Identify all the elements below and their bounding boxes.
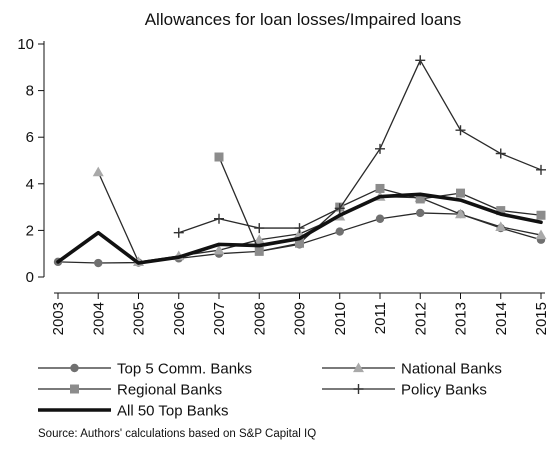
series-line <box>56 192 543 265</box>
data-point <box>496 206 506 216</box>
data-point <box>213 244 225 255</box>
x-tick-label: 2004 <box>90 302 107 335</box>
y-tick-label: 4 <box>26 176 34 193</box>
legend-item: Policy Banks <box>322 382 487 399</box>
data-point <box>92 166 104 177</box>
x-tick-label: 2009 <box>292 302 309 335</box>
data-point <box>334 203 345 214</box>
data-point <box>173 227 184 238</box>
data-point <box>455 125 466 136</box>
series-line <box>178 59 542 234</box>
chart-title: Allowances for loan losses/Impaired loan… <box>145 10 462 29</box>
legend-item: National Banks <box>322 361 502 378</box>
data-point <box>253 234 265 244</box>
data-point <box>214 213 224 224</box>
data-point <box>295 238 304 248</box>
legend-label: All 50 Top Banks <box>117 403 228 420</box>
legend-label: Policy Banks <box>401 382 487 399</box>
x-tick-label: 2014 <box>493 302 510 335</box>
x-tick-label: 2015 <box>533 302 550 335</box>
series-line <box>218 156 542 253</box>
series-policy-banks <box>173 55 546 238</box>
data-point <box>375 214 385 223</box>
data-point <box>254 246 264 256</box>
series-line <box>97 171 542 263</box>
legend-label: Top 5 Comm. Banks <box>117 361 252 378</box>
data-point <box>495 148 506 159</box>
data-point <box>536 210 546 220</box>
data-point <box>375 143 385 154</box>
data-point <box>94 258 103 268</box>
data-point <box>375 183 385 193</box>
data-point <box>495 221 507 232</box>
x-tick-label: 2006 <box>171 302 188 335</box>
y-tick-label: 10 <box>17 36 34 53</box>
x-tick-label: 2013 <box>453 302 470 335</box>
data-point <box>214 152 224 162</box>
series-regional-banks <box>214 152 546 256</box>
source-note: Source: Authors' calculations based on S… <box>38 428 316 440</box>
legend-label: Regional Banks <box>117 382 222 399</box>
x-tick-label: 2011 <box>372 302 389 334</box>
x-tick-label: 2008 <box>251 302 268 335</box>
data-point <box>415 194 425 204</box>
data-point <box>536 164 546 175</box>
y-tick-label: 2 <box>26 222 34 239</box>
y-tick-label: 8 <box>26 83 34 100</box>
x-tick-label: 2007 <box>211 302 228 335</box>
legend-marker <box>70 384 79 394</box>
legend-marker <box>353 384 364 394</box>
data-point <box>335 227 344 236</box>
chart-axes: 0 2 4 6 8 10 2003 2004 2005 2006 2007 2008 2009 2010 2… <box>17 36 550 335</box>
x-tick-label: 2005 <box>131 302 148 335</box>
legend-item: All 50 Top Banks <box>38 403 228 420</box>
chart-legend: Top 5 Comm. Banks National Banks Regional … <box>38 361 502 420</box>
data-point <box>254 223 265 234</box>
legend-item: Regional Banks <box>38 382 222 399</box>
x-tick-label: 2012 <box>412 302 429 335</box>
data-point <box>416 208 425 218</box>
data-point <box>455 208 466 219</box>
chart-series <box>53 55 547 268</box>
legend-marker <box>70 363 79 373</box>
legend-label: National Banks <box>401 361 502 378</box>
legend-marker <box>353 362 364 373</box>
series-all-50-top-banks <box>56 192 543 265</box>
x-tick-label: 2010 <box>332 302 349 335</box>
y-tick-label: 0 <box>26 269 34 286</box>
data-point <box>415 55 426 66</box>
y-tick-label: 6 <box>26 129 34 146</box>
x-tick-label: 2003 <box>50 302 67 335</box>
series-national-banks <box>92 166 547 266</box>
data-point <box>294 223 305 234</box>
data-point <box>456 188 465 198</box>
legend-item: Top 5 Comm. Banks <box>38 361 252 378</box>
data-point <box>535 229 547 240</box>
